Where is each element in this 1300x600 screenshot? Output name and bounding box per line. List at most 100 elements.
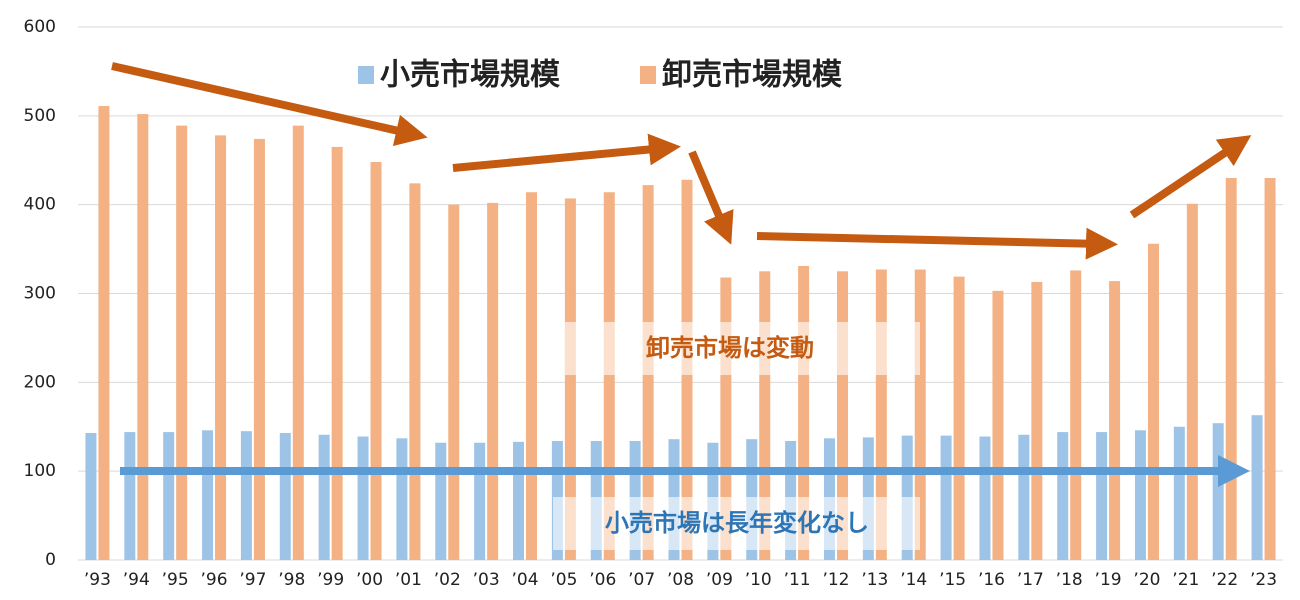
x-tick-label: ’03 <box>473 570 500 590</box>
x-tick-label: ’01 <box>395 570 422 590</box>
bar <box>1173 426 1185 560</box>
x-tick-label: ’07 <box>628 570 655 590</box>
x-tick-label: ’21 <box>1172 570 1199 590</box>
bar <box>1134 430 1146 560</box>
legend-label: 小売市場規模 <box>380 58 560 93</box>
bar <box>992 290 1004 560</box>
bar <box>240 431 252 560</box>
annotation-box <box>553 497 920 550</box>
bar <box>318 434 330 560</box>
x-tick-label: ’12 <box>822 570 849 590</box>
bar <box>357 436 369 560</box>
bar <box>914 269 926 560</box>
bar <box>1264 178 1276 560</box>
arrow <box>756 227 1118 260</box>
x-tick-label: ’93 <box>84 570 111 590</box>
bar <box>526 192 538 561</box>
legend: 小売市場規模 卸売市場規模 <box>358 58 842 93</box>
arrow <box>111 62 428 147</box>
bar <box>875 269 887 560</box>
annotation: 小売市場は長年変化なし <box>605 509 869 537</box>
x-tick-label: ’22 <box>1211 570 1238 590</box>
x-tick-label: ’17 <box>1017 570 1044 590</box>
x-tick-label: ’13 <box>861 570 888 590</box>
bar <box>124 432 136 560</box>
bar <box>279 432 291 560</box>
x-tick-label: ’94 <box>123 570 150 590</box>
bar <box>474 442 486 560</box>
y-tick-label: 200 <box>24 372 56 392</box>
bar <box>487 202 499 560</box>
x-tick-label: ’16 <box>978 570 1005 590</box>
x-tick-label: ’20 <box>1133 570 1160 590</box>
x-tick-label: ’02 <box>434 570 461 590</box>
x-tick-label: ’23 <box>1250 570 1277 590</box>
bar <box>331 146 343 561</box>
bar <box>98 106 110 560</box>
x-tick-label: ’08 <box>667 570 694 590</box>
x-tick-label: ’11 <box>784 570 811 590</box>
legend-swatch <box>358 66 374 84</box>
x-tick-label: ’96 <box>201 570 228 590</box>
arrow <box>452 133 681 172</box>
bar <box>448 204 460 560</box>
bar <box>435 442 447 560</box>
bar <box>513 441 525 560</box>
bar <box>1096 432 1108 560</box>
annotation: 卸売市場は変動 <box>646 334 814 362</box>
bar <box>940 435 952 560</box>
bar <box>1186 203 1198 561</box>
y-tick-label: 600 <box>24 17 56 37</box>
bar <box>953 276 965 560</box>
x-tick-label: ’99 <box>317 570 344 590</box>
y-tick-label: 400 <box>24 195 56 215</box>
x-tick-label: ’98 <box>278 570 305 590</box>
bar <box>176 125 188 560</box>
x-tick-label: ’19 <box>1095 570 1122 590</box>
y-tick-label: 100 <box>24 461 56 481</box>
legend-label: 卸売市場規模 <box>662 58 842 93</box>
bar <box>370 162 382 560</box>
bar <box>1070 270 1082 560</box>
bar <box>292 125 304 560</box>
arrow <box>1129 135 1252 219</box>
x-tick-label: ’05 <box>550 570 577 590</box>
x-tick-label: ’15 <box>939 570 966 590</box>
trend-arrows <box>111 62 1252 260</box>
x-tick-label: ’14 <box>900 570 927 590</box>
bar <box>1057 432 1069 560</box>
bar <box>1251 415 1263 560</box>
y-tick-label: 0 <box>45 550 56 570</box>
bar <box>1018 434 1030 560</box>
bars <box>85 106 1276 561</box>
annotation-box <box>565 322 920 375</box>
x-tick-label: ’04 <box>511 570 538 590</box>
x-tick-label: ’18 <box>1056 570 1083 590</box>
bar <box>798 265 810 560</box>
y-tick-label: 300 <box>24 284 56 304</box>
bar <box>137 114 149 560</box>
y-tick-label: 500 <box>24 106 56 126</box>
bar <box>1031 281 1043 560</box>
bar <box>564 198 576 560</box>
x-tick-label: ’95 <box>162 570 189 590</box>
bar <box>1109 281 1121 560</box>
bar <box>836 271 848 560</box>
legend-swatch <box>640 66 656 84</box>
bar <box>1147 243 1159 560</box>
bar <box>163 432 175 560</box>
bar <box>979 436 991 560</box>
x-tick-label: ’97 <box>239 570 266 590</box>
bar <box>1225 178 1237 560</box>
bar <box>1212 423 1224 560</box>
grid: 0 100 200 300 400 500 600 ’93 ’94 ’95 ’96 ’97 ’98 ’99… <box>24 17 1283 590</box>
x-tick-label: ’06 <box>589 570 616 590</box>
bar <box>396 438 408 560</box>
bar <box>85 432 97 560</box>
bar <box>253 138 265 560</box>
bar <box>603 192 615 561</box>
x-tick-label: ’09 <box>706 570 733 590</box>
arrow <box>688 150 734 245</box>
